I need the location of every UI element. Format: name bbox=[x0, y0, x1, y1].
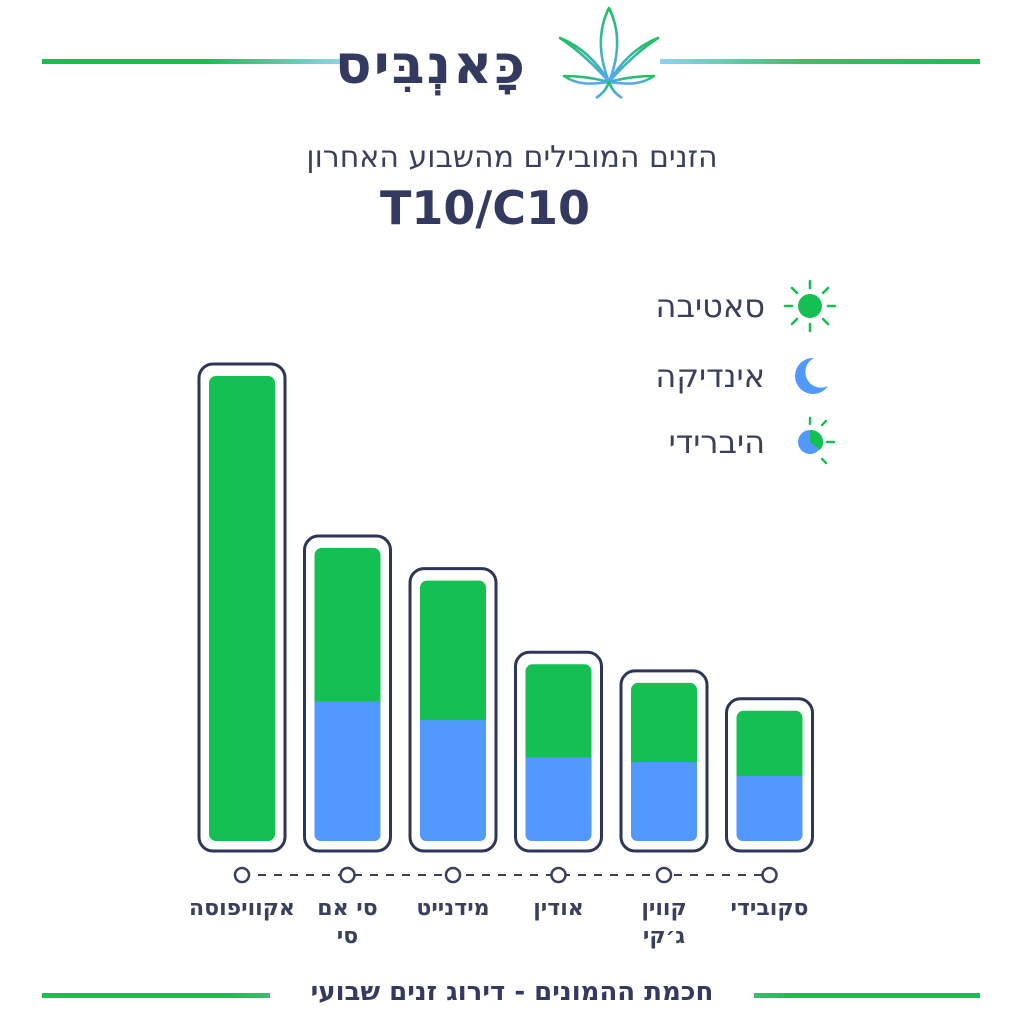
header-line-right bbox=[660, 59, 980, 64]
moon-icon bbox=[795, 357, 828, 394]
bar-segment-indica bbox=[525, 757, 592, 841]
category-marker bbox=[761, 866, 778, 884]
brand-name: כָּאנְבִּיס bbox=[335, 33, 527, 96]
category-marker bbox=[655, 866, 673, 884]
category-marker bbox=[444, 866, 462, 884]
chart-title: T10/C10 bbox=[380, 181, 590, 235]
legend-label-sativa: סאטיבה bbox=[655, 287, 765, 325]
category-label: סי אם bbox=[317, 896, 377, 921]
category-marker bbox=[233, 866, 251, 884]
sun-icon bbox=[783, 279, 837, 333]
legend-label-hybrid: היברידי bbox=[668, 423, 765, 461]
category-label: מידנייט bbox=[416, 896, 489, 921]
header-line-left bbox=[42, 59, 340, 64]
category-label: סקובידי bbox=[730, 896, 808, 921]
category-label: אודין bbox=[533, 896, 584, 921]
bar-segment-indica bbox=[631, 761, 697, 841]
category-label: ג׳קי bbox=[643, 924, 685, 949]
category-marker bbox=[339, 866, 356, 884]
cannabis-leaf-icon bbox=[558, 6, 660, 102]
bar-segment-indica bbox=[420, 720, 486, 841]
chart-subtitle: הזנים המובילים מהשבוע האחרון bbox=[306, 140, 718, 175]
bar-segment-sativa bbox=[209, 376, 275, 841]
category-label: סי bbox=[337, 924, 358, 949]
half-sun-half-moon-icon bbox=[798, 416, 836, 465]
category-marker bbox=[550, 866, 567, 884]
footer-caption: חכמת ההמונים - דירוג זנים שבועי bbox=[270, 970, 754, 1014]
category-label: קווין bbox=[641, 896, 686, 921]
bar-segment-indica bbox=[314, 701, 381, 841]
category-label: אקוויפוסה bbox=[189, 896, 295, 921]
bar-segment-indica bbox=[736, 775, 803, 841]
legend-label-indica: אינדיקה bbox=[655, 357, 765, 395]
